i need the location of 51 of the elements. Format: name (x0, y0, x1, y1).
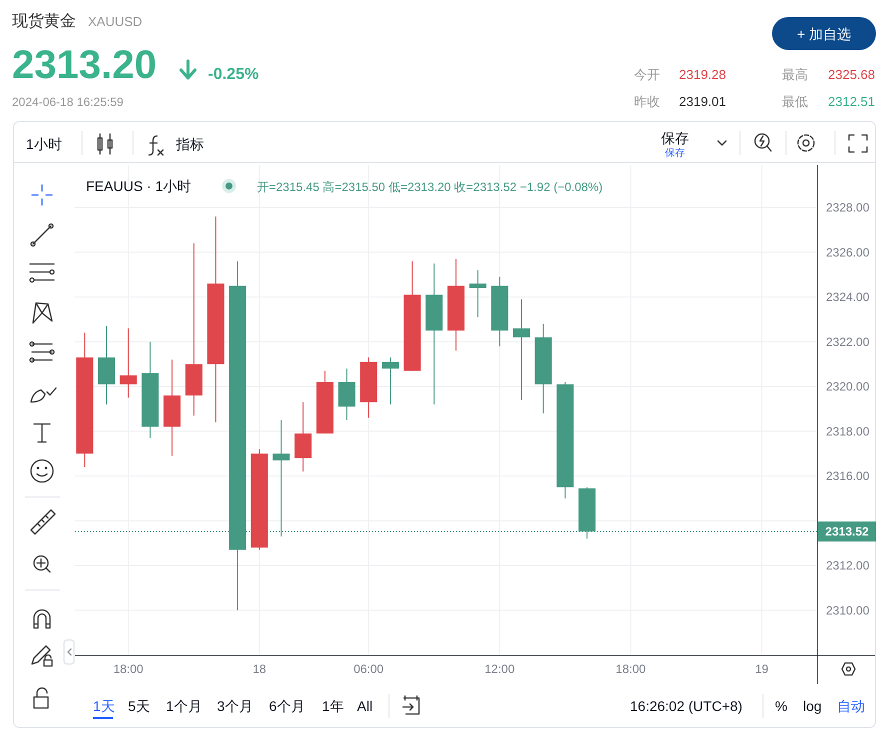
candlestick (469, 270, 486, 318)
text: 1天 (93, 698, 115, 714)
text: 指标 (175, 136, 204, 152)
y-tick-label: 2310.00 (826, 603, 870, 618)
y-tick-label: 2316.00 (826, 469, 870, 484)
x-tick-label: 18:00 (616, 662, 646, 676)
y-tick-label: 2318.00 (826, 424, 870, 438)
x-tick-label: 12:00 (484, 662, 515, 676)
text: 3个月 (217, 698, 253, 714)
text: 自动 (837, 698, 865, 714)
candlestick (382, 356, 399, 405)
candlestick (120, 328, 137, 398)
text: 1小时 (26, 136, 62, 152)
text: 2313.20 (12, 43, 157, 87)
text: 16:26:02 (UTC+8) (630, 698, 742, 714)
text: 今开 (634, 67, 660, 82)
chart-title: 现货黄金 (12, 12, 76, 30)
text: % (775, 698, 788, 714)
text: 6个月 (269, 698, 305, 714)
text: 2312.51 (828, 94, 875, 109)
x-tick-label: 18:00 (113, 662, 144, 676)
text: 最高 (782, 67, 808, 82)
text: 2319.01 (679, 94, 726, 109)
y-tick-label: 2320.00 (826, 380, 870, 394)
chart-subtitle: XAUUSD (88, 14, 142, 29)
text: 2319.28 (679, 67, 726, 82)
text: + 加自选 (796, 26, 852, 42)
text: 保存 (665, 147, 685, 159)
x-tick-label: 18 (252, 662, 266, 676)
annotation: FEAUUS · 1小时 (86, 178, 192, 194)
text: 2024-06-18 16:25:59 (12, 95, 124, 109)
y-tick-label: 2328.00 (826, 200, 870, 215)
text: 5天 (128, 698, 150, 714)
text: 2325.68 (828, 67, 875, 82)
annotation: 开=2315.45 高=2315.50 低=2313.20 收=2313.52 −1.92 (−0.08%) (257, 180, 603, 194)
y-tick-label: 2312.00 (826, 558, 870, 573)
text: 保存 (661, 130, 689, 146)
text: 最低 (782, 94, 808, 109)
text: 1年 (322, 698, 344, 714)
text: log (803, 698, 822, 714)
text: 1个月 (166, 698, 202, 714)
ref-line-label: 2313.52 (825, 524, 870, 539)
y-tick-label: 2322.00 (826, 334, 870, 349)
x-tick-label: 06:00 (354, 662, 384, 676)
text: -0.25% (208, 66, 259, 83)
text: All (357, 698, 373, 714)
candlestick (512, 298, 530, 400)
y-tick-label: 2326.00 (826, 245, 870, 260)
y-tick-label: 2324.00 (826, 290, 870, 304)
x-tick-label: 19 (755, 662, 769, 676)
text: 昨收 (634, 94, 660, 109)
